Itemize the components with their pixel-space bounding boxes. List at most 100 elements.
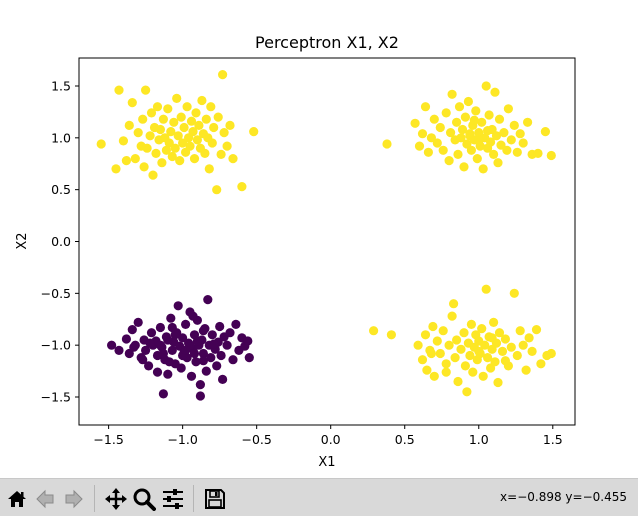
scatter-point-class-1: [222, 141, 232, 151]
configure-subplots-button[interactable]: [160, 486, 185, 511]
scatter-point-class-0: [145, 338, 155, 348]
scatter-point-class-1: [200, 148, 210, 158]
scatter-point-class-0: [163, 335, 173, 345]
scatter-point-class-1: [452, 335, 462, 345]
scatter-point-class-1: [212, 185, 222, 195]
scatter-point-class-1: [441, 367, 451, 377]
home-button[interactable]: [4, 486, 29, 511]
scatter-point-class-0: [207, 330, 217, 340]
scatter-point-class-1: [466, 319, 476, 329]
scatter-point-class-1: [410, 118, 420, 128]
scatter-point-class-0: [203, 295, 213, 305]
scatter-point-class-1: [133, 128, 143, 138]
scatter-point-class-1: [446, 128, 456, 138]
scatter-point-class-1: [420, 102, 431, 112]
scatter-point-class-0: [133, 317, 143, 327]
save-button[interactable]: [202, 486, 227, 511]
toolbar-separator: [94, 485, 95, 512]
scatter-point-class-1: [481, 81, 491, 91]
scatter-point-class-1: [114, 85, 124, 95]
scatter-point-class-1: [422, 365, 432, 375]
scatter-point-class-1: [249, 127, 259, 137]
back-button[interactable]: [32, 486, 57, 511]
scatter-point-class-1: [469, 115, 479, 125]
scatter-point-class-1: [225, 120, 235, 130]
scatter-point-class-1: [536, 359, 546, 369]
data-points: [96, 70, 556, 401]
scatter-point-class-0: [231, 319, 241, 329]
pan-button[interactable]: [103, 486, 128, 511]
scatter-point-class-1: [197, 95, 207, 106]
scatter-point-class-0: [188, 311, 198, 321]
scatter-point-class-1: [420, 330, 431, 340]
forward-icon: [65, 489, 83, 508]
scatter-point-class-1: [157, 158, 167, 168]
x-tick-label: 0.0: [321, 432, 341, 447]
scatter-point-class-1: [138, 114, 148, 124]
scatter-point-class-1: [452, 117, 462, 127]
scatter-point-class-1: [139, 162, 149, 172]
x-axis-label: X1: [318, 455, 335, 470]
scatter-point-class-1: [169, 117, 179, 127]
scatter-point-class-1: [444, 156, 454, 166]
scatter-point-class-0: [215, 321, 225, 332]
scatter-point-class-1: [518, 340, 528, 350]
scatter-point-class-0: [212, 361, 222, 371]
scatter-point-class-1: [460, 112, 470, 122]
scatter-point-class-0: [222, 340, 232, 350]
scatter-point-class-1: [417, 355, 428, 365]
scatter-point-class-1: [185, 141, 195, 151]
scatter-point-class-1: [173, 131, 183, 141]
subplots-icon: [162, 488, 183, 509]
scatter-point-class-0: [225, 328, 235, 338]
figure-canvas[interactable]: Perceptron X1, X2 −1.5 −1.0 −0.5 0.0 0.5 1.0 1…: [0, 0, 638, 478]
scatter-point-class-1: [506, 342, 516, 352]
scatter-point-class-1: [506, 135, 516, 145]
forward-button[interactable]: [61, 486, 86, 511]
scatter-point-class-1: [489, 317, 499, 327]
scatter-point-class-1: [546, 150, 556, 161]
scatter-point-class-0: [244, 353, 254, 363]
scatter-point-class-1: [189, 154, 200, 164]
scatter-point-class-0: [166, 313, 176, 323]
scatter-point-class-1: [512, 350, 522, 361]
scatter-point-class-1: [213, 112, 223, 122]
scatter-point-class-1: [493, 377, 503, 388]
zoom-button[interactable]: [131, 486, 156, 511]
scatter-point-class-1: [386, 330, 396, 340]
scatter-point-class-1: [518, 138, 528, 148]
scatter-point-class-1: [167, 151, 177, 162]
scatter-point-class-1: [478, 371, 488, 381]
scatter-point-class-1: [426, 133, 436, 143]
scatter-point-class-1: [481, 284, 491, 294]
scatter-point-class-1: [454, 102, 465, 112]
scatter-point-class-1: [438, 145, 448, 155]
scatter-point-class-0: [195, 380, 205, 390]
scatter-point-class-1: [447, 311, 457, 321]
scatter-point-class-1: [502, 145, 512, 155]
scatter-point-class-1: [491, 131, 502, 141]
scatter-point-class-1: [460, 361, 470, 371]
scatter-point-class-1: [151, 148, 161, 158]
scatter-point-class-1: [462, 387, 472, 397]
scatter-point-class-1: [487, 333, 497, 343]
scatter-point-class-1: [540, 127, 551, 137]
scatter-point-class-1: [428, 321, 438, 332]
scatter-point-class-1: [216, 149, 226, 159]
scatter-point-class-1: [453, 149, 463, 159]
scatter-point-class-1: [201, 114, 211, 124]
scatter-point-class-0: [121, 334, 131, 344]
scatter-point-class-0: [138, 355, 148, 365]
scatter-point-class-1: [182, 102, 192, 112]
home-icon: [7, 490, 26, 507]
scatter-point-class-0: [173, 301, 183, 311]
scatter-point-class-1: [463, 96, 473, 107]
scatter-point-class-1: [523, 117, 533, 127]
scatter-point-class-1: [459, 328, 469, 338]
scatter-point-class-1: [146, 108, 157, 118]
scatter-point-class-1: [423, 147, 433, 157]
x-axis-ticks: −1.5 −1.0 −0.5 0.0 0.5 1.0 1.5: [93, 425, 563, 447]
scatter-point-class-0: [181, 319, 191, 329]
scatter-point-class-1: [414, 141, 425, 151]
scatter-point-class-1: [188, 127, 198, 137]
